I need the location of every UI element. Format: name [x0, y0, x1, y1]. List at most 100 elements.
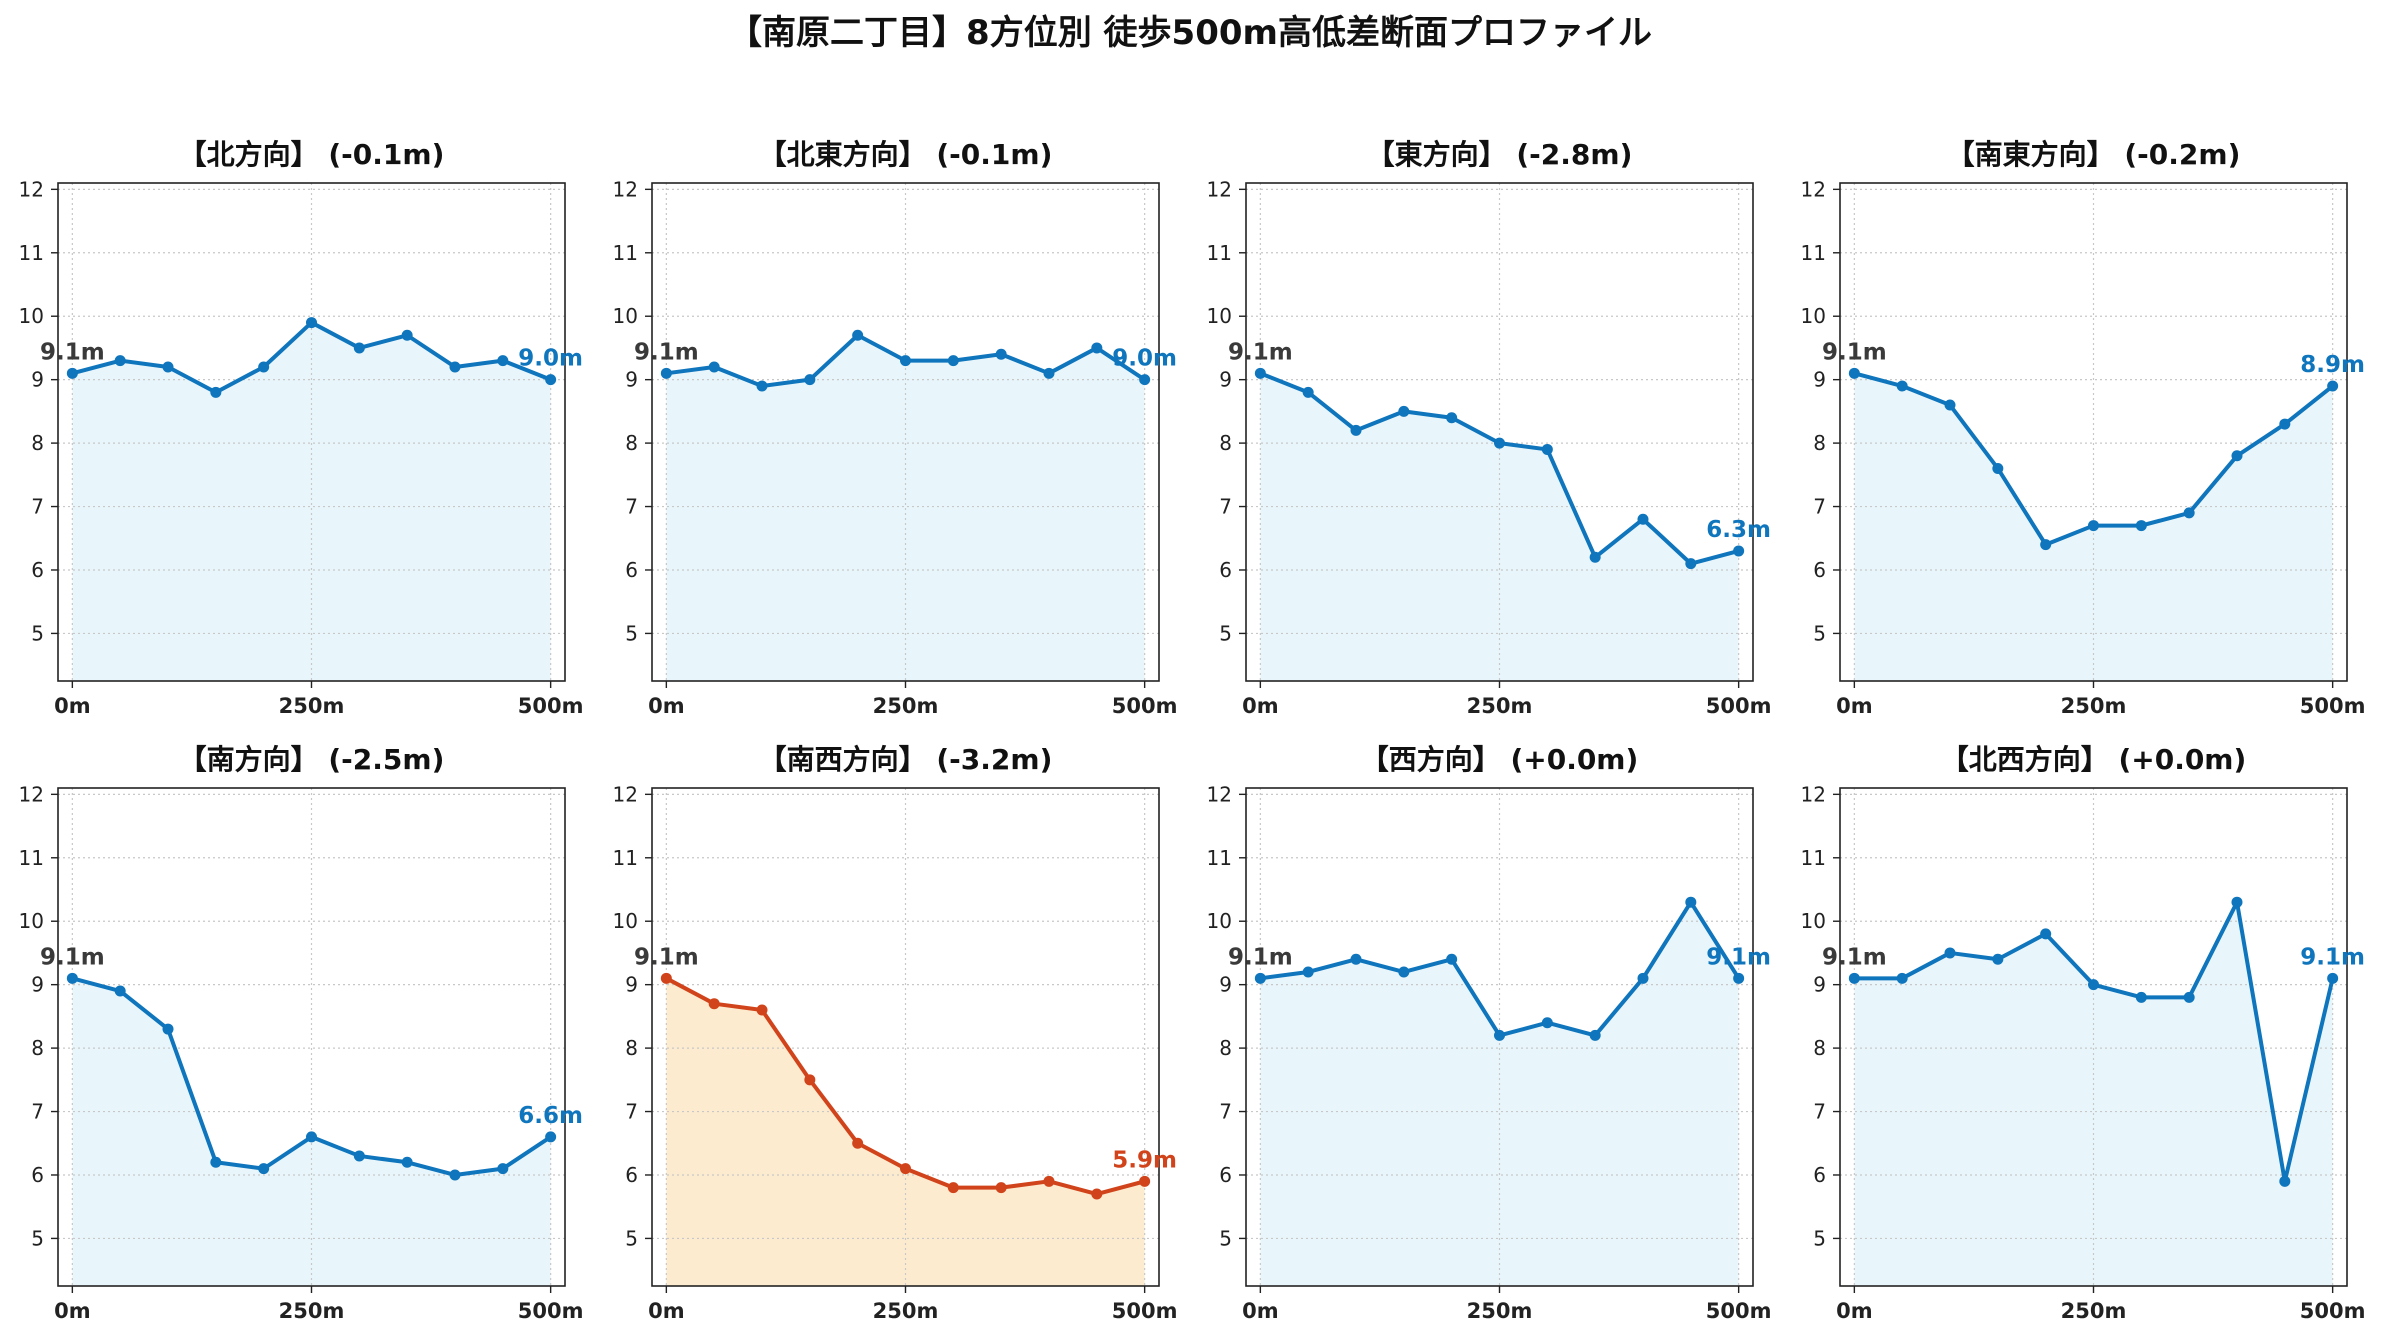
- y-tick-label: 5: [1219, 1226, 1232, 1250]
- profile-point: [66, 367, 78, 379]
- profile-point: [162, 361, 174, 373]
- y-tick-label: 7: [625, 495, 638, 519]
- y-tick-label: 12: [1801, 782, 1826, 806]
- x-tick-label: 500m: [2300, 1299, 2366, 1323]
- y-tick-label: 11: [19, 846, 44, 870]
- profile-point: [2088, 979, 2099, 991]
- panel-title: 【西方向】 (+0.0m): [1361, 743, 1639, 776]
- start-elevation-label: 9.1m: [1228, 944, 1293, 970]
- profile-point: [1302, 966, 1314, 978]
- y-tick-label: 9: [625, 973, 638, 997]
- y-tick-label: 10: [613, 304, 638, 328]
- y-tick-label: 6: [31, 558, 44, 582]
- x-tick-label: 0m: [1242, 694, 1279, 718]
- end-elevation-label: 6.6m: [518, 1103, 583, 1129]
- profile-point: [306, 1131, 317, 1143]
- profile-point: [1848, 972, 1860, 984]
- panel: 【北東方向】 (-0.1m) 5 6 7 8 9 10 11 12 0m 250m 500m 9.1m 9…: [613, 138, 1178, 718]
- y-tick-label: 5: [1813, 1226, 1826, 1250]
- profile-point: [2135, 520, 2147, 532]
- end-elevation-label: 9.0m: [1112, 346, 1177, 372]
- profile-point: [497, 1163, 509, 1175]
- y-tick-label: 9: [31, 368, 44, 392]
- profile-point: [1992, 462, 2004, 474]
- y-tick-label: 5: [625, 621, 638, 645]
- profile-point: [2279, 418, 2291, 430]
- x-tick-label: 250m: [873, 1299, 939, 1323]
- y-tick-label: 8: [625, 1036, 638, 1060]
- panel-title: 【北西方向】 (+0.0m): [1941, 743, 2247, 776]
- y-tick-label: 8: [1813, 1036, 1826, 1060]
- x-tick-label: 0m: [648, 694, 685, 718]
- y-tick-label: 7: [625, 1100, 638, 1124]
- y-tick-label: 12: [1207, 782, 1232, 806]
- end-elevation-label: 8.9m: [2300, 352, 2365, 378]
- profile-point: [1733, 545, 1745, 557]
- y-tick-label: 8: [1219, 1036, 1232, 1060]
- profile-point: [708, 998, 720, 1010]
- profile-point: [660, 367, 672, 379]
- x-tick-label: 250m: [279, 694, 345, 718]
- panel: 【南西方向】 (-3.2m) 5 6 7 8 9 10 11 12 0m 250m 500m 9.1m 5…: [613, 743, 1178, 1323]
- panel: 【北方向】 (-0.1m) 5 6 7 8 9 10 11 12 0m 250m 500m 9.1m 9.…: [19, 138, 584, 718]
- profile-point: [947, 355, 959, 367]
- panel-title: 【東方向】 (-2.8m): [1367, 138, 1633, 171]
- profile-point: [900, 355, 911, 367]
- profile-point: [660, 972, 672, 984]
- profile-point: [258, 361, 270, 373]
- y-tick-label: 11: [1801, 241, 1826, 265]
- profile-point: [1446, 953, 1458, 965]
- profile-point: [1589, 1029, 1601, 1041]
- panel: 【南方向】 (-2.5m) 5 6 7 8 9 10 11 12 0m 250m 500m 9.1m 6.…: [19, 743, 584, 1323]
- profile-point: [401, 1156, 413, 1168]
- profile-point: [449, 1169, 461, 1181]
- x-tick-label: 500m: [1112, 694, 1178, 718]
- start-elevation-label: 9.1m: [40, 339, 105, 365]
- x-tick-label: 250m: [2061, 694, 2127, 718]
- panel-title: 【南西方向】 (-3.2m): [759, 743, 1053, 776]
- y-tick-label: 7: [1219, 1100, 1232, 1124]
- profile-point: [1992, 953, 2004, 965]
- y-tick-label: 11: [19, 241, 44, 265]
- start-elevation-label: 9.1m: [40, 944, 105, 970]
- y-tick-label: 11: [1207, 241, 1232, 265]
- end-elevation-label: 9.0m: [518, 346, 583, 372]
- profile-point: [114, 985, 126, 997]
- profile-point: [1302, 386, 1314, 398]
- profile-point: [1637, 513, 1649, 525]
- profile-point: [497, 355, 509, 367]
- profile-point: [852, 1137, 864, 1149]
- profile-point: [2040, 539, 2052, 551]
- area-fill: [666, 978, 1145, 1286]
- profile-point: [1494, 437, 1505, 449]
- profile-point: [852, 329, 864, 341]
- profile-point: [1637, 972, 1649, 984]
- y-tick-label: 9: [31, 973, 44, 997]
- y-tick-label: 6: [1813, 558, 1826, 582]
- profile-point: [1944, 947, 1956, 959]
- profile-point: [1446, 412, 1458, 424]
- profile-point: [900, 1163, 911, 1175]
- profile-point: [1139, 1175, 1151, 1187]
- panel-title: 【南方向】 (-2.5m): [179, 743, 445, 776]
- profile-point: [2135, 991, 2147, 1003]
- y-tick-label: 8: [1813, 431, 1826, 455]
- profile-point: [2183, 507, 2195, 519]
- panel-title: 【北方向】 (-0.1m): [179, 138, 445, 171]
- panel: 【西方向】 (+0.0m) 5 6 7 8 9 10 11 12 0m 250m 500m 9.1m 9.…: [1207, 743, 1772, 1323]
- profile-point: [1733, 972, 1745, 984]
- profile-point: [210, 386, 222, 398]
- profile-point: [1350, 953, 1362, 965]
- profile-point: [1398, 405, 1410, 417]
- y-tick-label: 6: [625, 1163, 638, 1187]
- end-elevation-label: 9.1m: [1706, 944, 1771, 970]
- x-tick-label: 0m: [1836, 1299, 1873, 1323]
- profile-point: [1043, 367, 1055, 379]
- y-tick-label: 6: [1813, 1163, 1826, 1187]
- x-tick-label: 250m: [279, 1299, 345, 1323]
- profile-point: [1254, 972, 1266, 984]
- profile-point: [804, 1074, 816, 1086]
- profile-point: [210, 1156, 222, 1168]
- profile-point: [995, 348, 1007, 360]
- x-tick-label: 250m: [873, 694, 939, 718]
